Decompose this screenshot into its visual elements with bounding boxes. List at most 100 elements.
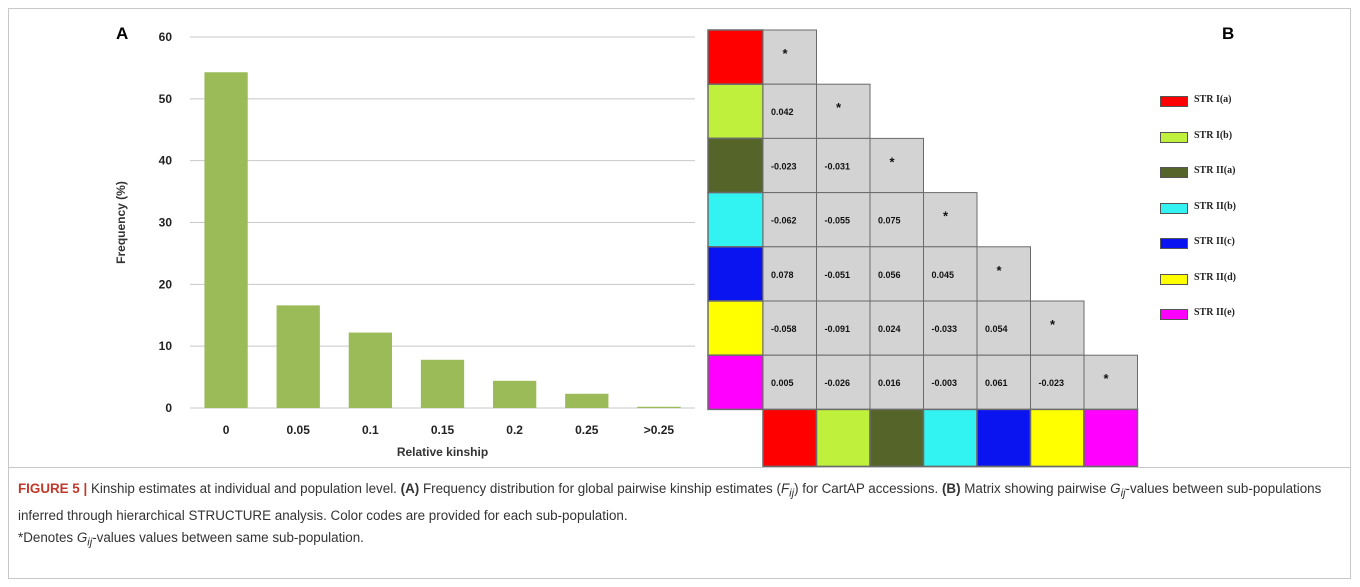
matrix-cell xyxy=(762,192,817,248)
matrix-value: -0.055 xyxy=(825,216,851,226)
matrix-value: -0.003 xyxy=(932,378,958,388)
diagonal-marker: * xyxy=(1050,317,1056,332)
panel-a-letter: A xyxy=(116,24,129,43)
diagonal-marker: * xyxy=(943,209,949,224)
column-swatch xyxy=(1083,408,1139,468)
matrix-cell xyxy=(762,137,817,194)
matrix-cell xyxy=(816,137,871,194)
x-tick-label: 0.2 xyxy=(506,423,523,437)
legend-label: STR II(e) xyxy=(1194,307,1235,318)
column-swatch xyxy=(922,408,978,468)
y-tick-label: 20 xyxy=(159,277,173,291)
bar xyxy=(565,393,609,408)
row-swatch xyxy=(707,354,764,411)
caption-b-text-1: Matrix showing pairwise xyxy=(960,481,1111,496)
bar xyxy=(420,359,465,408)
matrix-cell xyxy=(762,354,817,410)
bar xyxy=(348,332,392,408)
caption-a-subscript: ij xyxy=(789,487,795,500)
legend-label: STR I(b) xyxy=(1194,129,1233,141)
x-tick-label: 0 xyxy=(223,423,230,437)
matrix-value: 0.045 xyxy=(932,270,955,280)
caption-b-text-2: -values between sub-populations inferred… xyxy=(18,481,1322,523)
column-swatch xyxy=(976,408,1032,468)
bar xyxy=(276,305,320,408)
matrix-cell xyxy=(762,83,817,139)
matrix-value: -0.023 xyxy=(1039,378,1065,388)
diagonal-marker: * xyxy=(1103,371,1109,386)
matrix-value: -0.031 xyxy=(825,161,851,171)
legend-label: STR II(a) xyxy=(1194,165,1236,176)
diagonal-cell xyxy=(869,137,924,194)
legend-swatch xyxy=(1160,273,1188,285)
panel-b-letter: B xyxy=(1222,24,1235,43)
diagonal-marker: * xyxy=(889,154,895,169)
matrix-value: 0.042 xyxy=(771,107,794,117)
x-tick-label: 0.15 xyxy=(431,423,455,437)
row-swatch xyxy=(707,191,764,248)
kinship-frequency-chart: 0 10 20 30 40 50 60 0 0.05 0.1 0.15 0.2 0.25 >0.25 Rel… xyxy=(114,30,695,459)
matrix-value: -0.091 xyxy=(825,324,851,334)
legend-swatch xyxy=(1160,309,1188,320)
legend-label: STR I(a) xyxy=(1194,94,1232,105)
diagonal-marker: * xyxy=(836,100,842,115)
column-swatch xyxy=(762,408,818,468)
bar xyxy=(637,406,681,408)
matrix-cell xyxy=(816,192,871,248)
diagonal-cell xyxy=(1083,354,1138,410)
matrix-value: -0.062 xyxy=(771,216,797,226)
diagonal-cell xyxy=(816,83,871,139)
caption-a-text-2: ) for CartAP accessions. xyxy=(794,481,942,496)
legend-label: STR II(d) xyxy=(1194,271,1236,283)
matrix-value: -0.026 xyxy=(825,378,851,388)
matrix-cell xyxy=(923,354,978,410)
column-swatch xyxy=(869,408,925,468)
legend-swatch xyxy=(1160,167,1188,178)
caption-b-subscript: ij xyxy=(1120,487,1126,500)
caption-figure-label: FIGURE 5 | xyxy=(18,481,88,496)
x-tick-label: 0.25 xyxy=(575,423,599,437)
row-swatch xyxy=(707,137,764,194)
bar xyxy=(493,380,537,408)
caption-divider xyxy=(9,467,1351,468)
x-tick-label: 0.1 xyxy=(362,423,379,437)
x-tick-label: >0.25 xyxy=(644,423,675,437)
legend-swatch xyxy=(1160,202,1188,214)
caption-note-subscript: ij xyxy=(87,536,93,549)
matrix-value: 0.061 xyxy=(985,378,1008,388)
matrix-cell xyxy=(762,246,817,302)
matrix-cell xyxy=(869,192,924,248)
matrix-cell xyxy=(976,300,1031,356)
caption-a-label: (A) xyxy=(400,481,420,496)
caption-b-label: (B) xyxy=(941,481,961,496)
matrix-value: 0.056 xyxy=(878,270,901,280)
legend-label: STR II(b) xyxy=(1194,200,1236,212)
matrix-value: 0.054 xyxy=(985,324,1008,334)
matrix-cell xyxy=(816,300,871,356)
legend-label: STR II(c) xyxy=(1194,236,1235,247)
legend-swatch xyxy=(1160,96,1188,107)
matrix-cell xyxy=(976,354,1031,410)
x-tick-label: 0.05 xyxy=(287,423,311,437)
caption-note-1: *Denotes xyxy=(18,529,77,545)
matrix-value: -0.023 xyxy=(771,161,797,171)
row-swatch xyxy=(707,83,764,140)
matrix-value: 0.024 xyxy=(878,324,901,334)
y-tick-label: 30 xyxy=(159,216,173,230)
figure-caption: FIGURE 5 | Kinship estimates at individu… xyxy=(18,478,1338,553)
y-tick-label: 60 xyxy=(159,30,173,44)
row-swatch xyxy=(707,29,764,85)
matrix-value: -0.033 xyxy=(932,324,958,334)
bar xyxy=(204,72,248,409)
matrix-cell xyxy=(923,246,978,302)
caption-intro: Kinship estimates at individual and popu… xyxy=(87,481,401,496)
caption-a-symbol: F xyxy=(780,481,790,496)
diagonal-marker: * xyxy=(996,263,1002,278)
caption-a-text-1: Frequency distribution for global pairwi… xyxy=(419,481,781,496)
legend-swatch xyxy=(1160,238,1188,249)
diagonal-marker: * xyxy=(782,46,788,61)
matrix-value: 0.016 xyxy=(878,378,901,388)
x-axis-title: Relative kinship xyxy=(397,445,488,459)
matrix-value: 0.005 xyxy=(771,378,794,388)
matrix-cell xyxy=(816,246,871,302)
